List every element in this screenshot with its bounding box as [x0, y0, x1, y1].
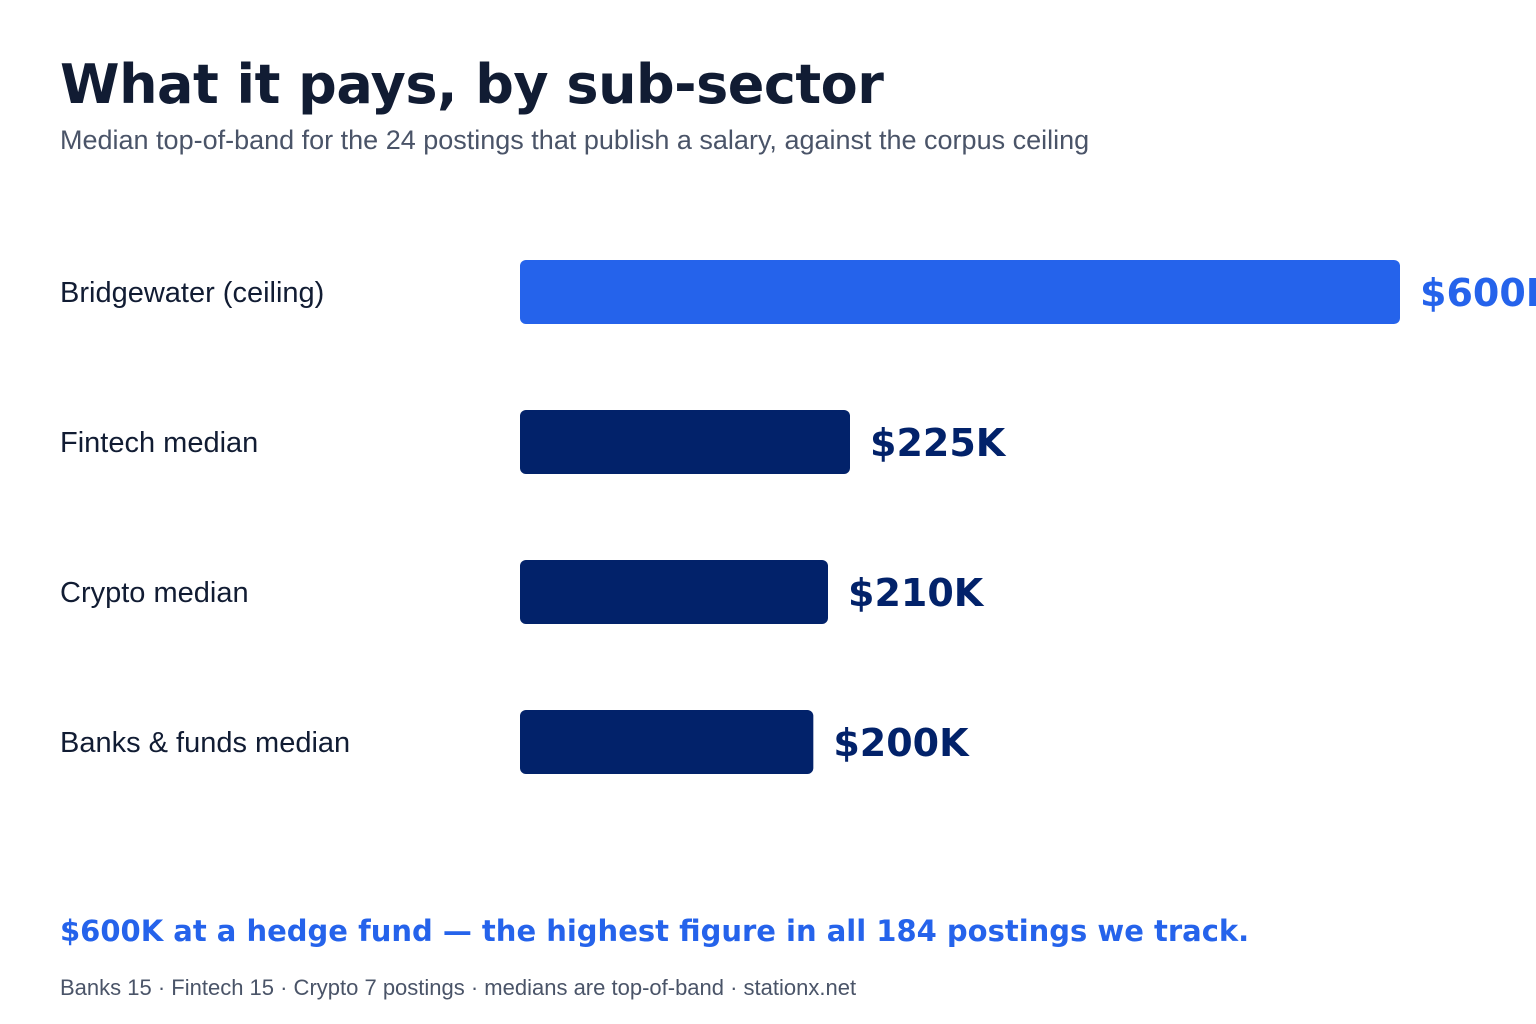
chart-title: What it pays, by sub-sector	[60, 53, 884, 116]
value-label: $225K	[870, 421, 1007, 465]
chart-subtitle: Median top-of-band for the 24 postings t…	[60, 125, 1090, 155]
category-label: Bridgewater (ceiling)	[60, 277, 324, 309]
value-label: $200K	[833, 721, 970, 765]
category-label: Banks & funds median	[60, 727, 350, 759]
bar	[520, 560, 828, 624]
value-label: $210K	[848, 571, 985, 615]
bar	[520, 710, 814, 774]
bar	[520, 260, 1400, 324]
source-note: Banks 15 · Fintech 15 · Crypto 7 posting…	[60, 975, 857, 1000]
bar	[520, 410, 850, 474]
key-finding: $600K at a hedge fund — the highest figu…	[60, 914, 1250, 948]
category-label: Fintech median	[60, 427, 258, 459]
value-label: $600K	[1420, 271, 1536, 315]
category-label: Crypto median	[60, 577, 249, 609]
